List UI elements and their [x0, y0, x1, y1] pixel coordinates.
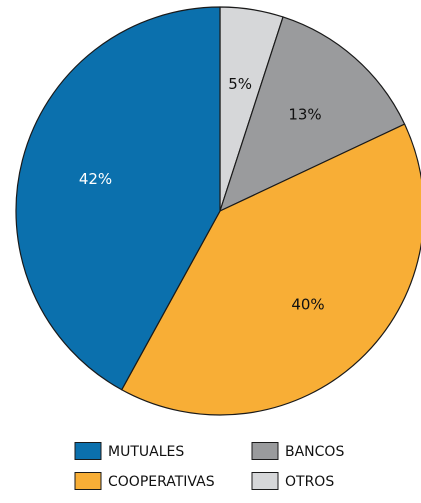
legend-swatch-mutuales — [74, 442, 102, 460]
legend-swatch-cooperativas — [74, 472, 102, 490]
legend-label-mutuales: MUTUALES — [108, 444, 184, 460]
legend-swatch-bancos — [251, 442, 279, 460]
legend-label-otros: OTROS — [285, 474, 334, 490]
slice-label-bancos: 13% — [288, 106, 321, 124]
slice-labels: 5% 13% 40% 42% — [79, 75, 325, 314]
legend-item-bancos: BANCOS — [251, 442, 344, 460]
legend-item-otros: OTROS — [251, 472, 334, 490]
slice-label-mutuales: 42% — [79, 170, 112, 188]
pie-slice-bancos — [219, 16, 406, 212]
pie-slices — [15, 6, 421, 416]
legend-item-mutuales: MUTUALES — [74, 442, 184, 460]
legend-item-cooperativas: COOPERATIVAS — [74, 472, 215, 490]
slice-label-cooperativas: 40% — [291, 296, 324, 314]
legend-label-cooperativas: COOPERATIVAS — [108, 474, 215, 490]
legend-swatch-otros — [251, 472, 279, 490]
legend: MUTUALES BANCOS COOPERATIVAS OTROS — [74, 442, 344, 490]
pie-slice-mutuales — [15, 6, 221, 391]
pie-slice-cooperativas — [121, 123, 421, 416]
slice-label-otros: 5% — [228, 75, 252, 93]
legend-label-bancos: BANCOS — [285, 444, 344, 460]
